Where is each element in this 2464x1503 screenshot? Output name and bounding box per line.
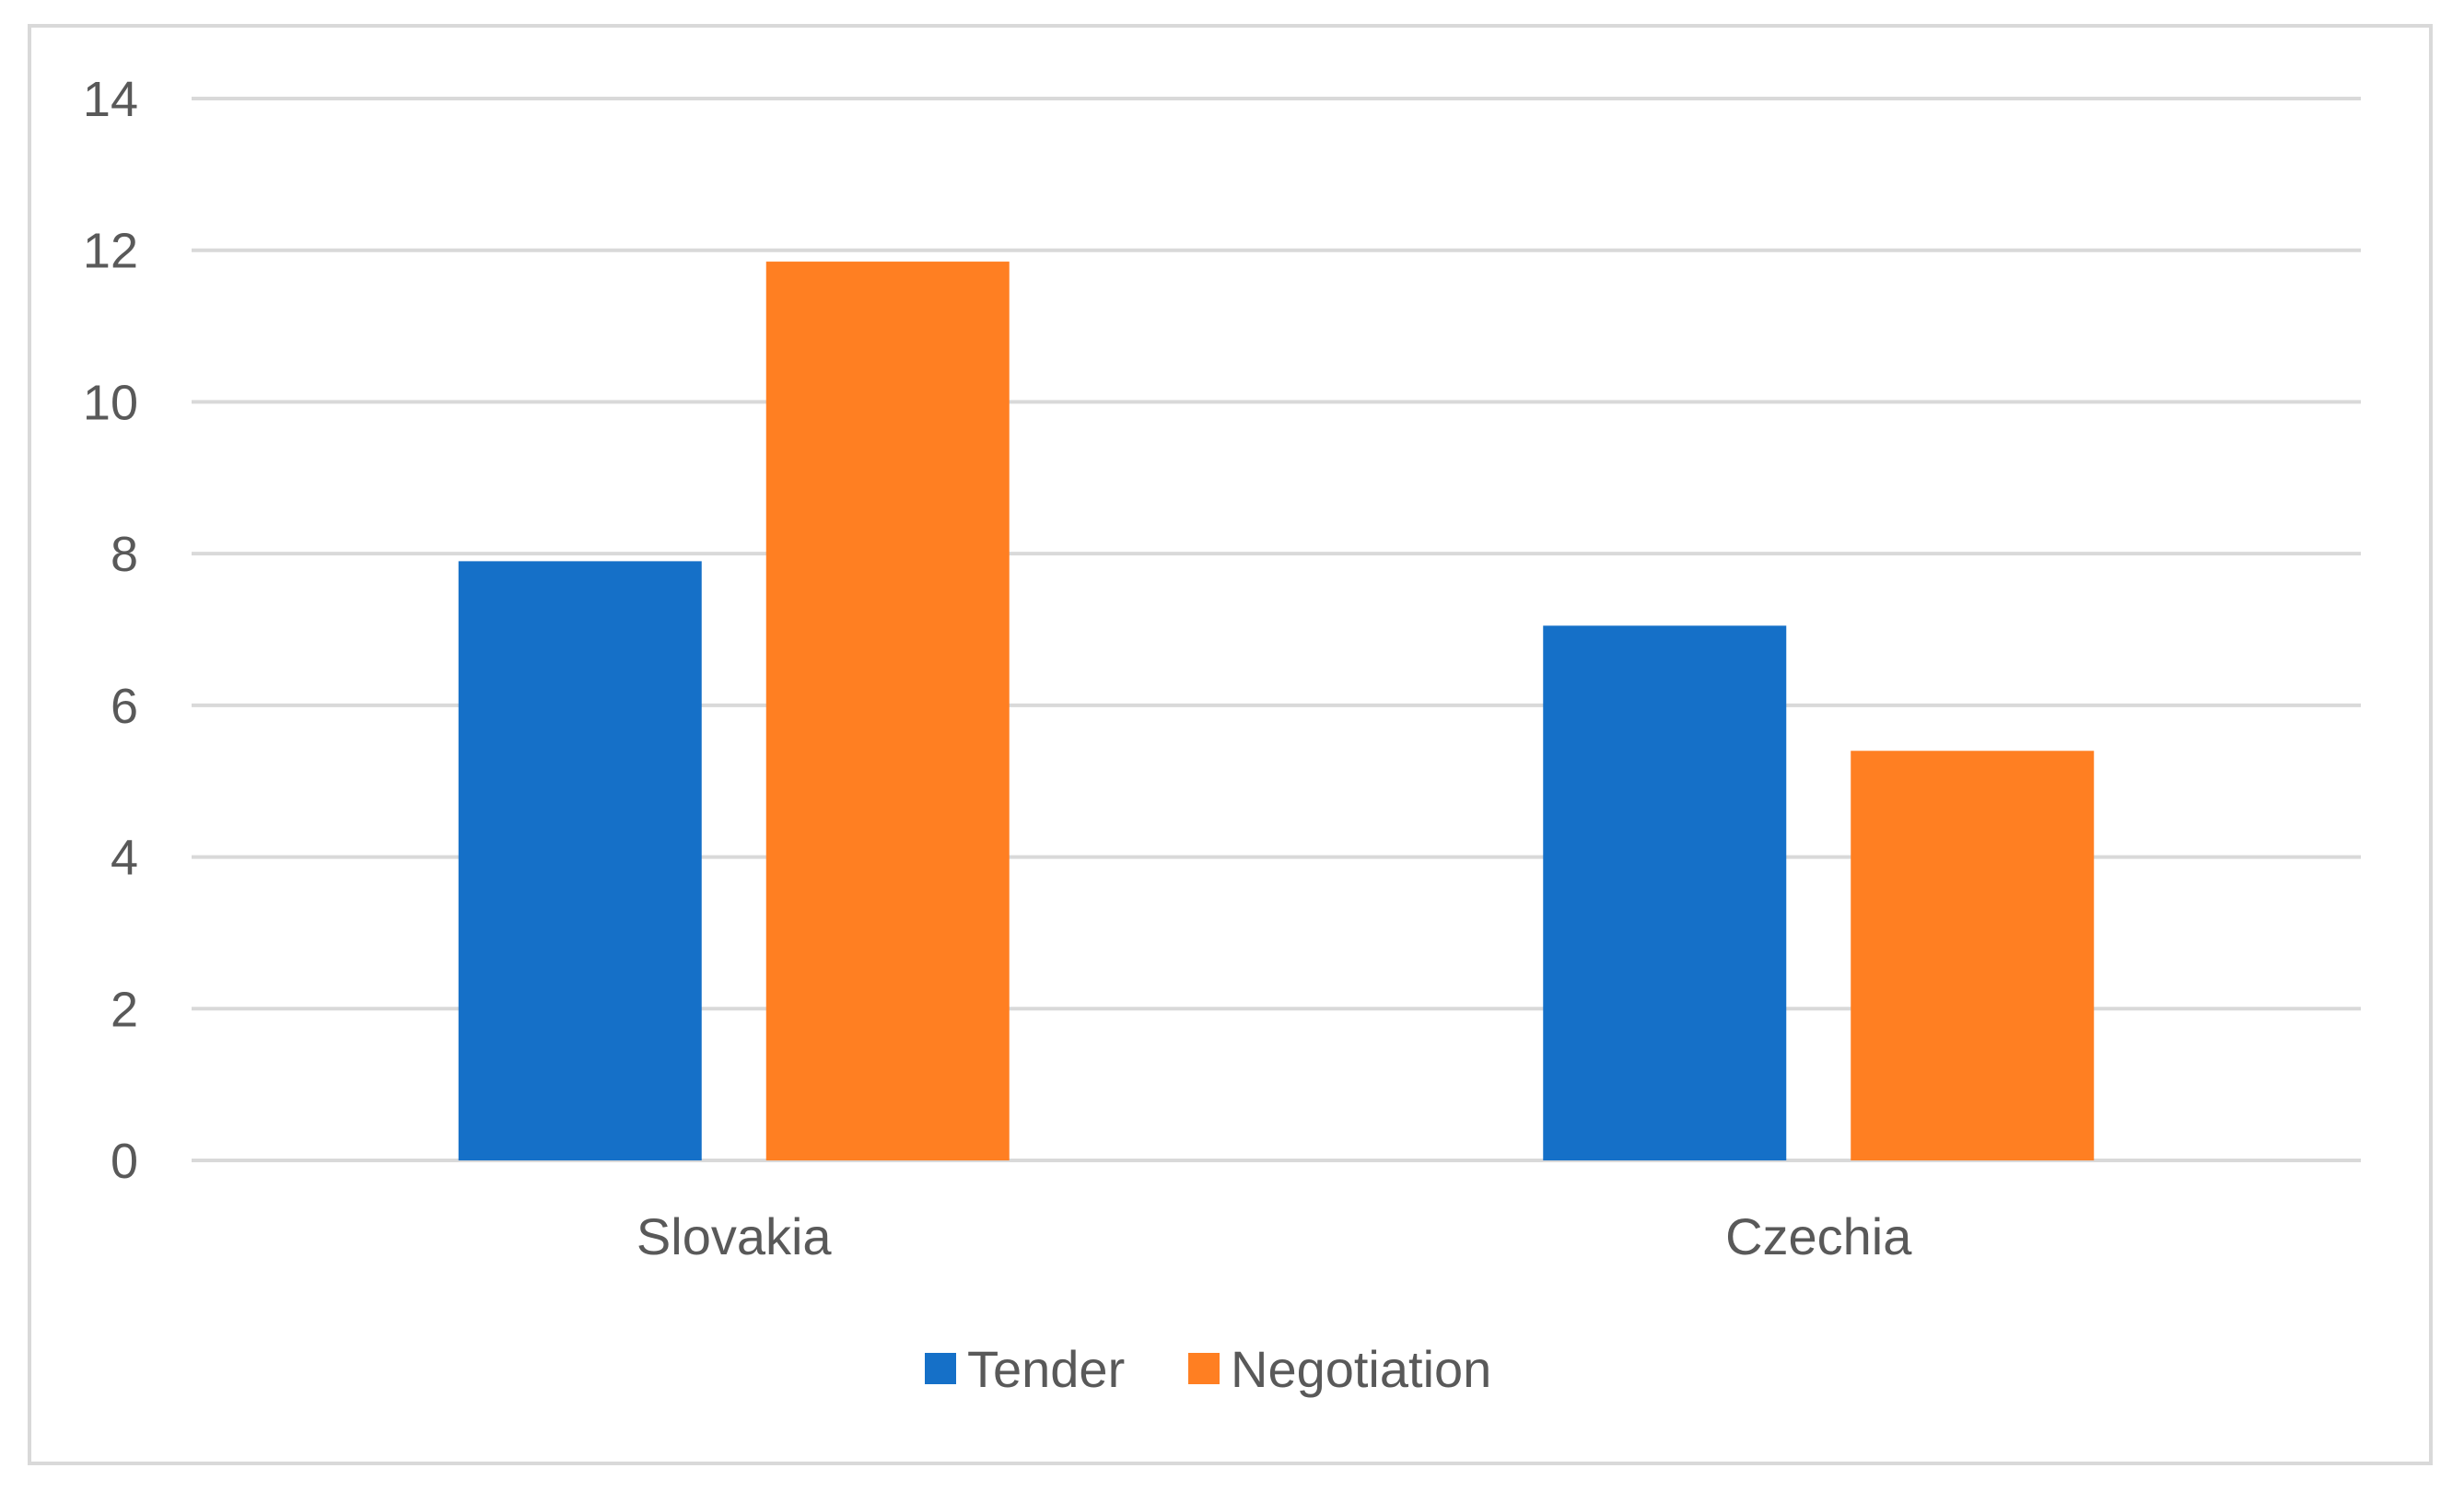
y-tick-label: 2 xyxy=(111,982,138,1037)
legend-label-tender: Tender xyxy=(967,1340,1125,1398)
legend-swatch-tender xyxy=(925,1353,956,1384)
legend-swatch-negotiation xyxy=(1188,1353,1220,1384)
y-axis-tick-labels: 0 2 4 6 8 10 12 14 xyxy=(83,72,138,1189)
bar-tender-czechia xyxy=(1543,625,1787,1160)
legend: Tender Negotiation xyxy=(925,1340,1491,1398)
chart-frame xyxy=(28,24,2433,1465)
bar-negotiation-czechia xyxy=(1851,751,2095,1160)
y-tick-label: 14 xyxy=(83,72,138,127)
legend-label-negotiation: Negotiation xyxy=(1231,1340,1491,1398)
x-axis-category-labels: Slovakia Czechia xyxy=(636,1207,1912,1265)
y-tick-label: 6 xyxy=(111,679,138,734)
y-tick-label: 10 xyxy=(83,375,138,430)
x-category-label: Czechia xyxy=(1725,1207,1912,1265)
y-tick-label: 4 xyxy=(111,831,138,886)
bar-negotiation-slovakia xyxy=(765,262,1010,1160)
y-tick-label: 12 xyxy=(83,224,138,279)
x-category-label: Slovakia xyxy=(636,1207,833,1265)
y-tick-label: 0 xyxy=(111,1134,138,1189)
y-tick-label: 8 xyxy=(111,527,138,582)
bar-tender-slovakia xyxy=(458,561,702,1160)
bars xyxy=(458,262,2095,1160)
